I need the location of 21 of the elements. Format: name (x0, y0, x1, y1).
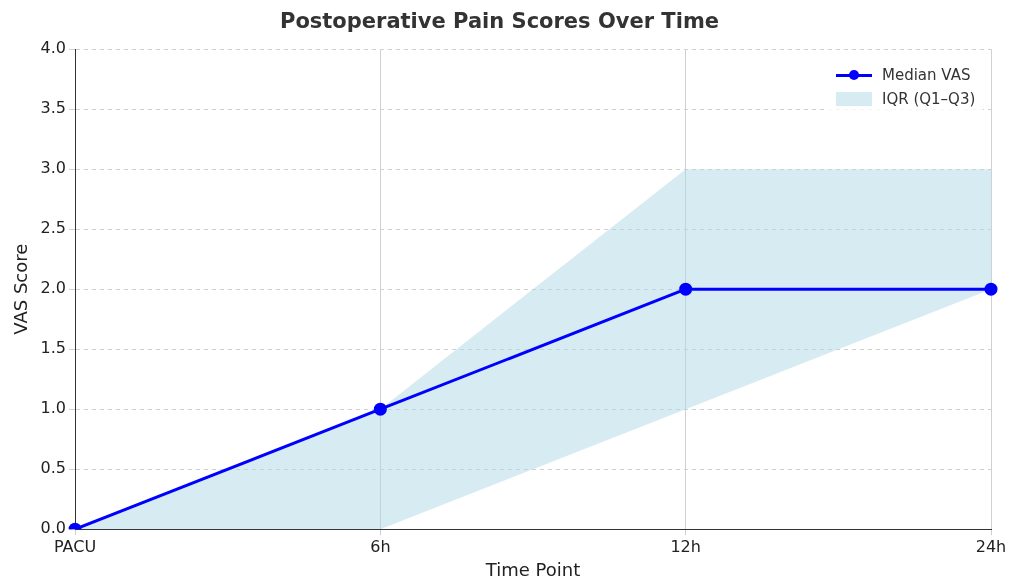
x-axis-title: Time Point (484, 558, 581, 580)
x-tick-label: 12h (670, 536, 701, 556)
x-tick-label: 6h (370, 536, 391, 556)
y-tick-label: 0.0 (40, 518, 67, 538)
legend-label: Median VAS (882, 66, 971, 85)
y-tick-label: 4.0 (40, 38, 67, 58)
chart-title: Postoperative Pain Scores Over Time (279, 9, 720, 34)
y-tick-label: 2.0 (40, 278, 67, 298)
x-tick-label: PACU (53, 536, 97, 556)
y-tick-label: 3.5 (40, 98, 67, 118)
point (373, 402, 387, 416)
annotation: IQR (Q1–Q3) (882, 90, 976, 109)
y-tick-label: 3.0 (40, 158, 67, 178)
point (984, 282, 998, 296)
y-tick-label: 2.5 (40, 218, 67, 238)
y-tick-label: 1.0 (40, 398, 67, 418)
x-tick-label: 24h (975, 536, 1007, 556)
y-axis-title: VAS Score (10, 243, 32, 335)
y-tick-label: 0.5 (40, 458, 67, 478)
point (679, 282, 693, 296)
y-tick-label: 1.5 (40, 338, 67, 358)
